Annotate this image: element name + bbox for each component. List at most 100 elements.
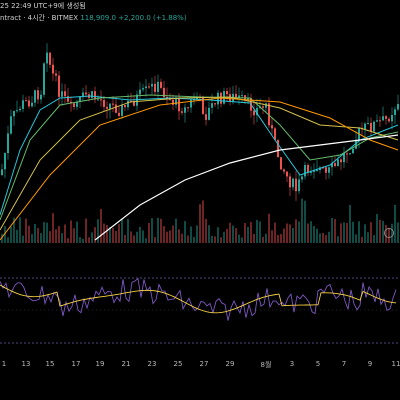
- x-label: 3: [289, 360, 295, 368]
- volume-bar: [37, 228, 39, 243]
- volume-bar: [229, 222, 231, 243]
- volume-bar: [34, 224, 36, 243]
- volume-bar: [337, 236, 339, 243]
- volume-bar: [205, 218, 207, 243]
- volume-bar: [127, 219, 129, 243]
- candle-body: [193, 99, 195, 101]
- candle-body: [241, 95, 243, 97]
- x-label: 13: [21, 360, 31, 368]
- volume-bar: [349, 204, 351, 243]
- candle-body: [307, 165, 309, 173]
- volume-bar: [208, 225, 210, 243]
- candle-body: [202, 97, 204, 115]
- candle-body: [70, 101, 72, 104]
- candle-body: [253, 110, 255, 116]
- volume-bar: [28, 225, 30, 243]
- candle-body: [61, 91, 63, 97]
- volume-bar: [82, 238, 84, 243]
- volume-bar: [196, 225, 198, 243]
- volume-bar: [292, 227, 294, 243]
- candle-body: [31, 102, 33, 107]
- candle-body: [379, 120, 381, 122]
- volume-bar: [274, 222, 276, 243]
- candle-body: [82, 92, 84, 97]
- candle-body: [10, 116, 12, 134]
- candle-body: [205, 114, 207, 120]
- volume-bar: [199, 204, 201, 243]
- candle-body: [172, 99, 174, 105]
- volume-bar: [76, 221, 78, 243]
- volume-bar: [85, 218, 87, 243]
- candle-body: [238, 95, 240, 98]
- candle-body: [181, 111, 183, 113]
- volume-bar: [118, 224, 120, 243]
- candle-body: [133, 101, 135, 106]
- candle-body: [34, 90, 36, 103]
- candle-body: [103, 99, 105, 107]
- candle-body: [139, 89, 141, 95]
- candle-body: [331, 163, 333, 168]
- candle-body: [382, 116, 384, 121]
- candle-body: [112, 103, 114, 105]
- volume-bar: [13, 217, 15, 243]
- volume-bar: [241, 237, 243, 243]
- candle-body: [43, 63, 45, 95]
- volume-bar: [175, 218, 177, 243]
- candle-body: [325, 167, 327, 173]
- volume-bar: [379, 219, 381, 243]
- candle-body: [37, 90, 39, 100]
- candle-body: [28, 100, 30, 107]
- rsi-panel: [0, 277, 397, 321]
- candle-body: [394, 109, 396, 115]
- volume-bar: [4, 226, 6, 243]
- clock-icon[interactable]: [384, 228, 394, 238]
- candle-body: [355, 139, 357, 149]
- volume-bar: [139, 226, 141, 243]
- candle-body: [19, 108, 21, 111]
- volume-bar: [88, 237, 90, 243]
- candle-body: [106, 106, 108, 109]
- volume-bar: [355, 234, 357, 243]
- volume-bar: [187, 235, 189, 243]
- volume-bar: [397, 222, 399, 243]
- x-label: 15: [45, 360, 55, 368]
- volume-bar: [352, 221, 354, 243]
- candle-body: [334, 163, 336, 167]
- volume-bar: [295, 219, 297, 243]
- volume-bar: [133, 235, 135, 243]
- candle-body: [100, 99, 102, 101]
- candle-body: [94, 91, 96, 100]
- volume-bar: [181, 233, 183, 243]
- candle-body: [40, 94, 42, 100]
- volume-bar: [172, 225, 174, 243]
- candle-body: [52, 64, 54, 74]
- volume-bar: [148, 222, 150, 243]
- volume-bar: [220, 237, 222, 243]
- candle-body: [262, 106, 264, 108]
- candle-body: [115, 104, 117, 113]
- volume-bar: [43, 222, 45, 243]
- x-axis: 1 13 15 17 19 21 23 25 27 29 8월 3 5 7 9 …: [0, 360, 400, 372]
- volume-bar: [25, 218, 27, 243]
- volume-bar: [382, 220, 384, 243]
- volume-bar: [49, 231, 51, 243]
- candle-body: [289, 176, 291, 188]
- volume-bar: [334, 218, 336, 243]
- volume-bar: [301, 198, 303, 243]
- volume-bar: [166, 231, 168, 243]
- candle-body: [277, 139, 279, 158]
- volume-bar: [238, 234, 240, 243]
- candle-body: [118, 112, 120, 116]
- volume-bar: [124, 234, 126, 243]
- candle-body: [46, 52, 48, 64]
- volume-bar: [280, 234, 282, 243]
- candle-body: [235, 93, 237, 98]
- volume-bar: [31, 234, 33, 243]
- volume-bar: [94, 227, 96, 243]
- candlesticks: [1, 43, 399, 201]
- volume-bar: [79, 237, 81, 243]
- candle-body: [274, 128, 276, 140]
- candle-body: [1, 169, 3, 175]
- volume-bar: [145, 238, 147, 243]
